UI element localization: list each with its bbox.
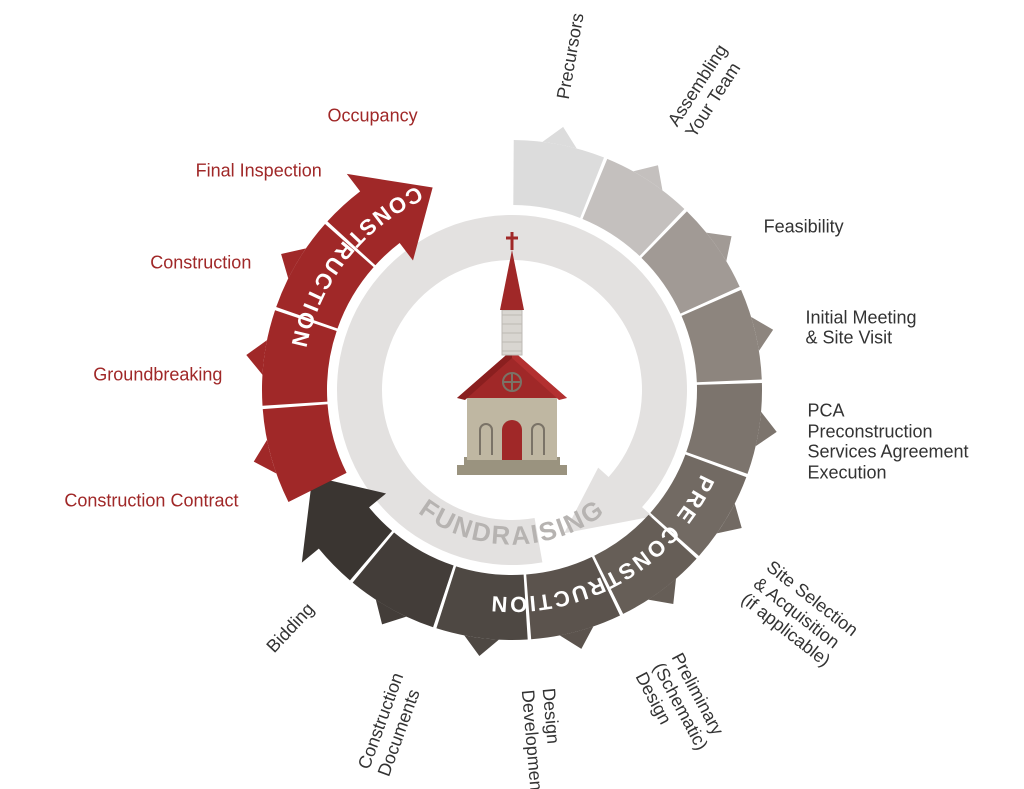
label-pca-agreement: PCA Preconstruction Services Agreement E… [807,401,968,484]
label-feasibility: Feasibility [764,216,844,237]
label-occupancy: Occupancy [328,105,418,126]
church-icon [457,232,567,475]
label-constr-contract: Construction Contract [64,490,238,511]
label-final-inspection: Final Inspection [196,161,322,182]
label-groundbreaking: Groundbreaking [93,364,222,385]
process-wheel: PRE CONSTRUCTIONCONSTRUCTIONFUNDRAISING [0,0,1024,789]
label-construction: Construction [150,253,251,274]
label-initial-meeting: Initial Meeting & Site Visit [805,307,916,348]
